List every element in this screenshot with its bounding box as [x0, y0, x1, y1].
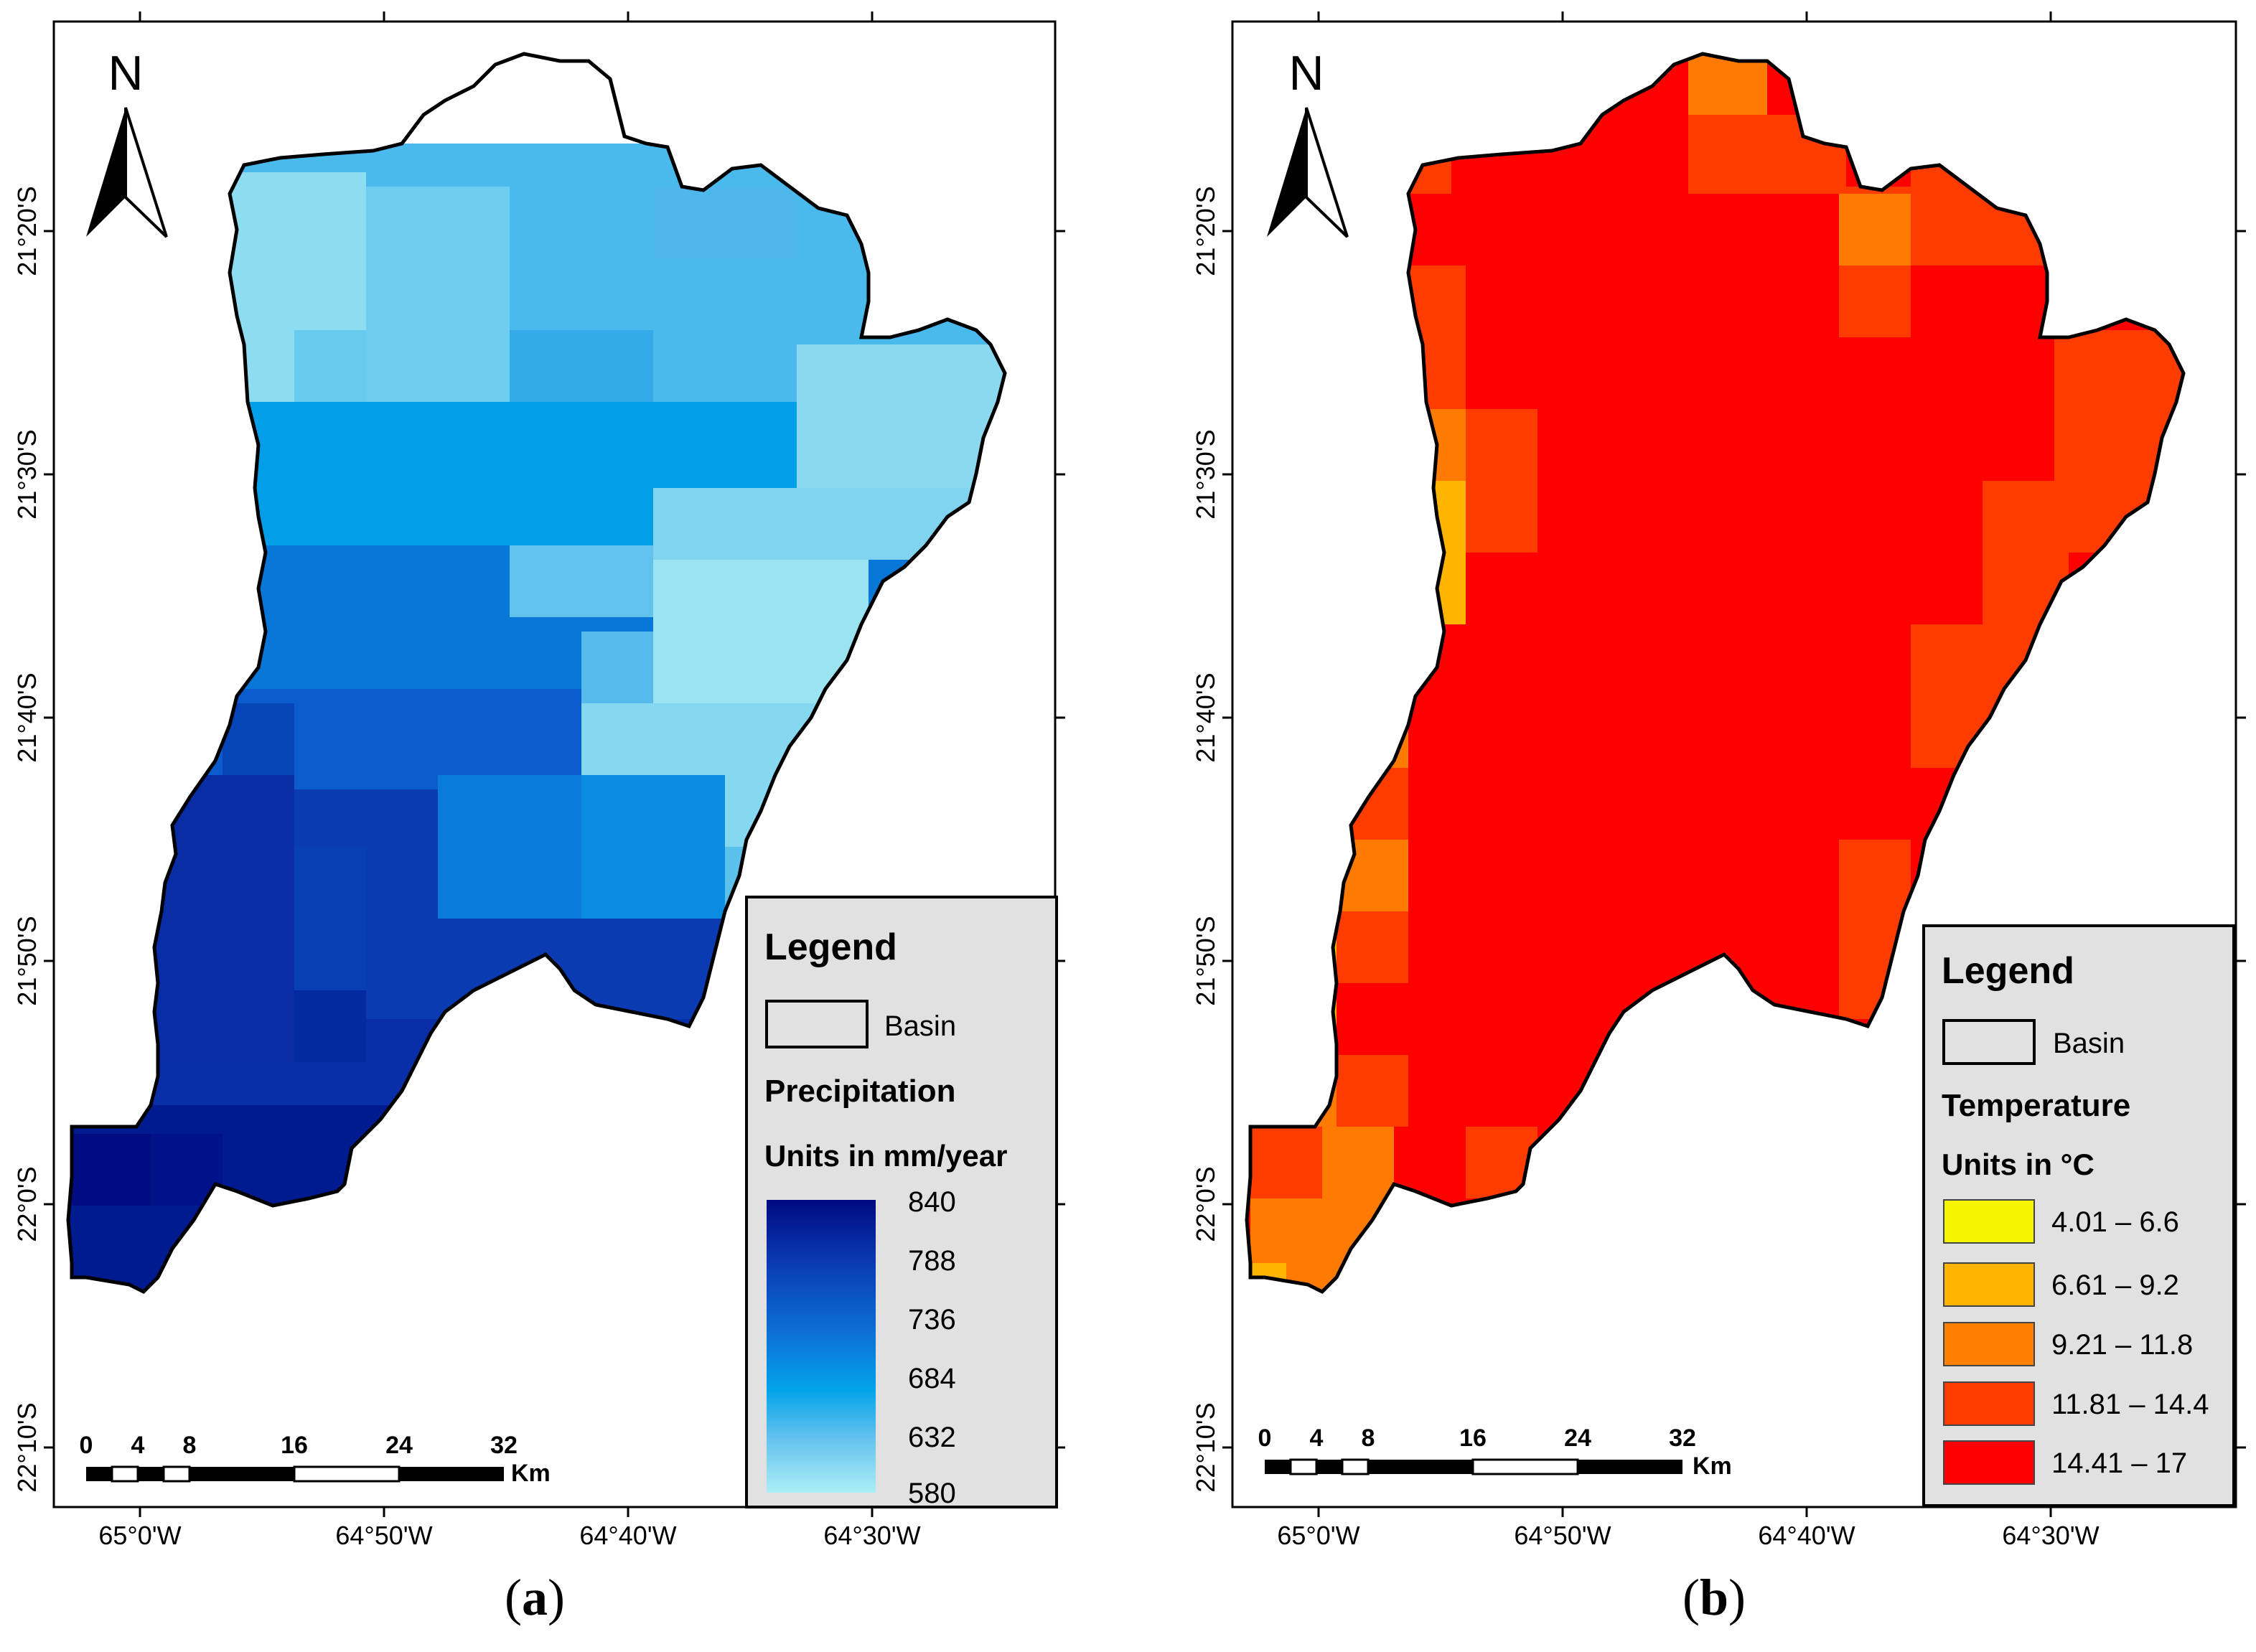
legend-title: Legend — [1942, 950, 2074, 992]
class-label: 9.21 – 11.8 — [2051, 1329, 2193, 1361]
class-swatch — [1943, 1381, 2035, 1426]
lat-label: 21°50'S — [12, 916, 42, 1005]
scale-unit: Km — [511, 1460, 551, 1487]
scale-bar: 0 4 8 16 24 32 Km — [1258, 1425, 1732, 1480]
scale-tick: 4 — [131, 1432, 145, 1459]
scale-tick: 8 — [183, 1432, 197, 1459]
ramp-label: 580 — [908, 1478, 956, 1509]
scale-tick: 16 — [281, 1432, 308, 1459]
scale-tick: 32 — [1669, 1425, 1696, 1452]
ramp-label: 840 — [908, 1186, 956, 1218]
panel-label-b: (b) — [1682, 1569, 1746, 1626]
class-swatch — [1943, 1199, 2035, 1244]
class-swatch — [1943, 1440, 2035, 1485]
north-arrow-icon — [86, 108, 126, 237]
basin-swatch — [765, 1000, 869, 1048]
lon-label: 65°0'W — [98, 1521, 181, 1550]
basin-label: Basin — [2053, 1028, 2125, 1059]
scale-tick: 4 — [1310, 1425, 1324, 1452]
lon-label: 64°50'W — [1514, 1521, 1611, 1550]
color-ramp — [767, 1200, 876, 1493]
class-label: 11.81 – 14.4 — [2051, 1389, 2209, 1420]
legend: Legend Basin Precipitation Units in mm/y… — [745, 896, 1058, 1509]
lat-label: 21°20'S — [1191, 186, 1220, 276]
lon-label: 64°40'W — [1758, 1521, 1855, 1550]
lon-label: 64°40'W — [579, 1521, 676, 1550]
lat-label: 21°40'S — [12, 672, 42, 762]
ramp-label: 788 — [908, 1245, 956, 1277]
panel-a: N 21°20'S 21°30'S 21°40'S 21°50'S 22°0'S… — [12, 11, 1065, 1550]
lat-label: 22°10'S — [1191, 1402, 1220, 1492]
panel-b: N 21°20'S 21°30'S 21°40'S 21°50'S 22°0'S… — [1191, 11, 2246, 1550]
axis-ticks — [44, 11, 1065, 1517]
class-label: 6.61 – 9.2 — [2051, 1269, 2179, 1301]
class-label: 4.01 – 6.6 — [2051, 1206, 2179, 1238]
scale-tick: 0 — [1258, 1425, 1272, 1452]
north-label: N — [1288, 46, 1324, 100]
scale-bar: 0 4 8 16 24 32 Km — [80, 1432, 551, 1487]
lon-label: 64°30'W — [823, 1521, 920, 1550]
scale-tick: 8 — [1362, 1425, 1375, 1452]
ramp-label: 632 — [908, 1422, 956, 1453]
panel-label-a: (a) — [505, 1569, 565, 1626]
lat-label: 21°20'S — [12, 186, 42, 276]
north-arrow: N — [86, 46, 168, 238]
class-label: 14.41 – 17 — [2051, 1447, 2187, 1479]
basin-label: Basin — [884, 1010, 956, 1042]
legend-title: Legend — [764, 926, 897, 968]
scale-tick: 0 — [80, 1432, 93, 1459]
north-arrow: N — [1267, 46, 1349, 238]
basin-swatch — [1942, 1019, 2036, 1065]
units-label: Units in °C — [1942, 1148, 2094, 1181]
scale-tick: 24 — [385, 1432, 413, 1459]
north-label: N — [108, 46, 143, 100]
ramp-label: 736 — [908, 1304, 956, 1336]
lon-label: 64°50'W — [335, 1521, 432, 1550]
lat-label: 21°30'S — [12, 429, 42, 519]
units-label: Units in mm/year — [764, 1139, 1007, 1173]
scale-unit: Km — [1693, 1452, 1732, 1480]
basin-outline — [66, 52, 1007, 1295]
lat-label: 21°50'S — [1191, 916, 1220, 1005]
variable-title: Precipitation — [764, 1074, 956, 1109]
lon-label: 65°0'W — [1277, 1521, 1359, 1550]
class-swatch — [1943, 1262, 2035, 1307]
class-swatch — [1943, 1322, 2035, 1366]
lat-label: 22°0'S — [12, 1166, 42, 1242]
scale-tick: 24 — [1564, 1425, 1591, 1452]
lon-label: 64°30'W — [2002, 1521, 2099, 1550]
scale-tick: 16 — [1459, 1425, 1487, 1452]
lat-label: 22°0'S — [1191, 1166, 1220, 1242]
scale-tick: 32 — [490, 1432, 518, 1459]
axis-ticks — [1222, 11, 2246, 1517]
variable-title: Temperature — [1942, 1088, 2130, 1123]
lat-label: 21°30'S — [1191, 429, 1220, 519]
lat-label: 22°10'S — [12, 1402, 42, 1492]
ramp-label: 684 — [908, 1363, 956, 1394]
lat-label: 21°40'S — [1191, 672, 1220, 762]
north-arrow-icon — [1267, 108, 1306, 237]
legend: Legend Basin Temperature Units in °C 4.0… — [1922, 924, 2235, 1507]
basin-outline — [1245, 52, 2186, 1295]
